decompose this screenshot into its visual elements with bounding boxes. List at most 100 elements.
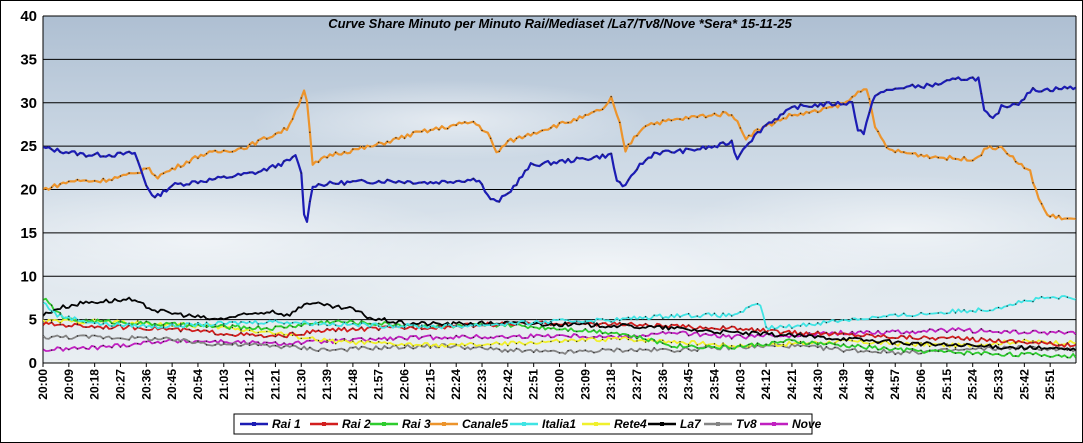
- data-point: [817, 322, 819, 324]
- data-point: [1040, 348, 1043, 350]
- data-point: [946, 79, 948, 81]
- data-point: [1058, 354, 1060, 356]
- data-point: [954, 343, 957, 345]
- data-point: [989, 353, 991, 355]
- data-point: [877, 341, 879, 343]
- data-point: [705, 346, 707, 348]
- data-point: [214, 324, 216, 326]
- data-point: [929, 328, 931, 330]
- data-point: [584, 336, 586, 338]
- data-point: [619, 325, 621, 327]
- data-point: [162, 326, 165, 328]
- data-point: [636, 168, 638, 170]
- data-point: [894, 330, 896, 332]
- data-point: [679, 331, 681, 333]
- data-point: [679, 341, 681, 343]
- data-point: [59, 324, 61, 326]
- data-point: [558, 328, 561, 331]
- data-point: [1023, 98, 1025, 100]
- data-point: [378, 141, 380, 144]
- x-tick-label: 22:42: [501, 369, 515, 400]
- data-point: [240, 345, 242, 347]
- data-point: [653, 314, 655, 316]
- data-point: [429, 346, 431, 348]
- data-point: [774, 343, 776, 345]
- data-point: [731, 331, 733, 333]
- data-point: [257, 171, 259, 173]
- data-point: [980, 345, 982, 347]
- data-point: [515, 137, 518, 139]
- data-point: [619, 319, 621, 322]
- data-point: [205, 324, 208, 326]
- data-point: [85, 334, 87, 337]
- data-point: [868, 340, 870, 342]
- data-point: [782, 331, 784, 334]
- data-point: [283, 334, 285, 336]
- data-point: [205, 321, 208, 323]
- data-point: [756, 342, 759, 344]
- data-point: [369, 348, 371, 350]
- data-point: [51, 349, 53, 351]
- x-tick-label: 23:45: [682, 369, 696, 400]
- data-point: [567, 122, 569, 124]
- data-point: [636, 340, 638, 342]
- data-point: [1023, 167, 1025, 169]
- data-point: [360, 179, 363, 181]
- data-point: [162, 340, 165, 343]
- data-point: [249, 344, 251, 346]
- data-point: [980, 154, 982, 156]
- data-point: [162, 337, 165, 339]
- data-point: [670, 151, 673, 153]
- data-point: [145, 329, 147, 331]
- data-point: [567, 322, 569, 324]
- data-point: [102, 323, 104, 325]
- data-point: [980, 347, 982, 349]
- data-point: [567, 319, 569, 321]
- data-point: [911, 152, 914, 155]
- data-point: [1075, 333, 1076, 336]
- data-point: [636, 135, 638, 137]
- data-point: [662, 331, 664, 333]
- data-point: [541, 340, 543, 342]
- data-point: [257, 325, 259, 327]
- data-point: [205, 326, 208, 328]
- data-point: [541, 320, 543, 322]
- data-point: [731, 345, 733, 347]
- data-point: [498, 348, 500, 351]
- data-point: [154, 323, 156, 325]
- data-point: [309, 303, 311, 305]
- data-point: [972, 353, 974, 356]
- data-point: [1049, 216, 1051, 218]
- data-point: [111, 346, 113, 349]
- data-point: [300, 337, 302, 339]
- data-point: [679, 350, 681, 353]
- data-point: [860, 335, 862, 337]
- data-point: [464, 348, 466, 350]
- data-point: [335, 183, 337, 185]
- data-point: [309, 332, 311, 334]
- data-point: [360, 320, 363, 322]
- data-point: [842, 343, 845, 345]
- data-point: [446, 325, 449, 327]
- x-tick-label: 22:15: [423, 369, 437, 400]
- data-point: [438, 128, 440, 131]
- data-point: [877, 130, 879, 133]
- y-tick-label: 30: [20, 95, 37, 112]
- data-point: [119, 152, 122, 154]
- data-point: [1032, 87, 1034, 89]
- data-point: [326, 156, 328, 159]
- data-point: [593, 337, 595, 339]
- data-point: [188, 162, 190, 164]
- data-point: [59, 313, 61, 315]
- data-point: [317, 161, 320, 163]
- data-point: [825, 322, 827, 324]
- data-point: [76, 305, 79, 307]
- data-point: [765, 124, 767, 126]
- y-tick-label: 35: [20, 51, 37, 68]
- data-point: [748, 134, 750, 137]
- data-point: [257, 139, 259, 141]
- data-point: [627, 350, 629, 352]
- data-point: [51, 304, 53, 306]
- data-point: [799, 345, 802, 347]
- data-point: [877, 330, 879, 332]
